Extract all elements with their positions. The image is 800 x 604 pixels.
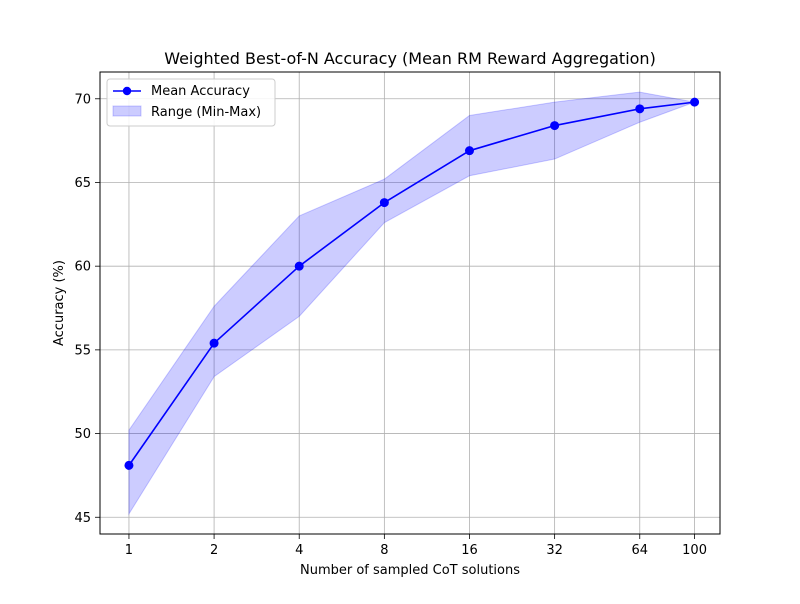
legend-label-range: Range (Min-Max) [151, 105, 261, 120]
mean-line-segment [128, 342, 215, 466]
mean-line-segment [554, 108, 640, 127]
x-tick-label: 32 [546, 543, 563, 558]
mean-data-point [124, 460, 134, 470]
mean-data-point [550, 121, 560, 131]
mean-data-point [209, 338, 219, 348]
y-axis-label: Accuracy (%) [52, 260, 67, 346]
mean-line-segment [298, 201, 385, 267]
y-tick-label: 60 [74, 260, 91, 275]
legend-box [106, 78, 276, 127]
mean-line-segment [383, 149, 470, 204]
legend-label-mean: Mean Accuracy [151, 84, 250, 99]
mean-data-point [464, 146, 474, 156]
line-layer [128, 101, 695, 466]
legend-band-swatch [112, 105, 142, 117]
range-band [128, 91, 697, 516]
x-tick-label: 4 [295, 543, 303, 558]
grid-layer [100, 72, 720, 534]
legend-marker-swatch [122, 86, 132, 96]
plot-frame [99, 71, 721, 535]
y-tick-label: 50 [74, 427, 91, 442]
x-axis-ticks: 1 2 4 8 16 32 64 100 [125, 534, 707, 558]
y-axis-ticks: 45 50 55 60 65 70 [74, 92, 100, 526]
y-tick-label: 65 [74, 176, 91, 191]
mean-data-point [294, 261, 304, 271]
marker-layer [124, 97, 700, 470]
chart-title: Weighted Best-of-N Accuracy (Mean RM Rew… [164, 49, 656, 68]
x-tick-label: 2 [210, 543, 218, 558]
x-tick-label: 100 [682, 543, 707, 558]
y-tick-label: 55 [74, 343, 91, 358]
x-tick-label: 8 [380, 543, 388, 558]
band-layer [128, 91, 697, 516]
x-tick-label: 64 [631, 543, 648, 558]
y-tick-label: 70 [74, 92, 91, 107]
legend: Mean Accuracy Range (Min-Max) [106, 78, 276, 127]
x-tick-label: 16 [461, 543, 478, 558]
x-tick-label: 1 [125, 543, 133, 558]
mean-line-segment [639, 101, 695, 110]
x-axis-label: Number of sampled CoT solutions [300, 563, 520, 578]
mean-data-point [690, 97, 700, 107]
mean-line-segment [469, 124, 555, 152]
mean-data-point [379, 198, 389, 208]
y-tick-label: 45 [74, 511, 91, 526]
mean-data-point [635, 104, 645, 114]
mean-line-segment [213, 265, 300, 344]
